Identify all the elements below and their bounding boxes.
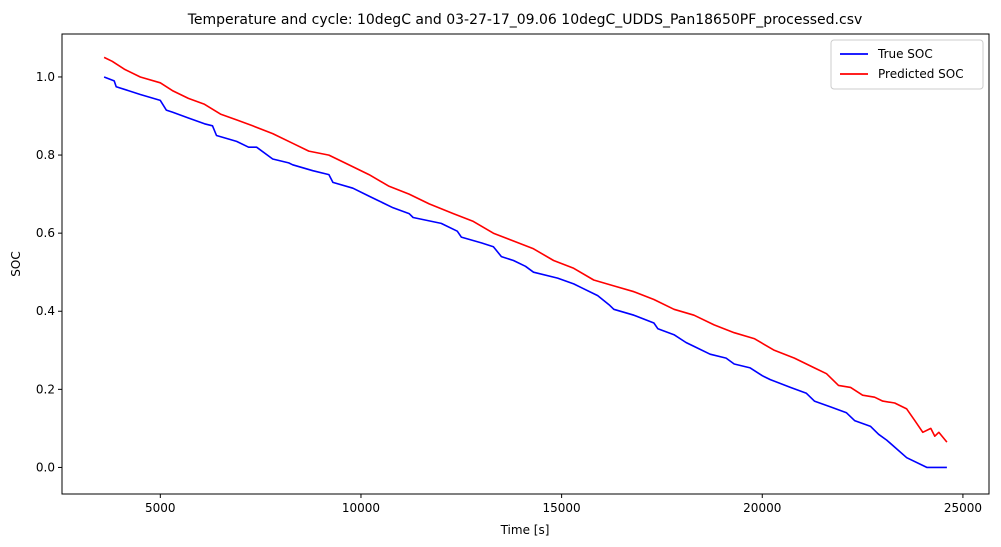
x-axis-ticks: 5000 10000 15000 20000 25000: [145, 494, 982, 515]
x-tick-label: 5000: [145, 501, 176, 515]
y-tick-label: 1.0: [36, 70, 55, 84]
chart-title: Temperature and cycle: 10degC and 03-27-…: [187, 12, 863, 28]
plot-lines: [103, 56, 948, 469]
y-tick-label: 0.6: [36, 226, 55, 240]
y-axis-label: SOC: [9, 251, 23, 276]
y-tick-label: 0.8: [36, 148, 55, 162]
x-tick-label: 20000: [743, 501, 781, 515]
legend-label: True SOC: [877, 47, 933, 61]
y-axis-ticks: 0.0 0.2 0.4 0.6 0.8 1.0: [36, 70, 62, 474]
series-line-predicted-soc: [103, 56, 948, 443]
legend-label: Predicted SOC: [878, 67, 964, 81]
plot-frame: [61, 33, 990, 495]
y-tick-label: 0.2: [36, 382, 55, 396]
x-axis-label: Time [s]: [500, 523, 550, 537]
x-tick-label: 25000: [944, 501, 982, 515]
x-tick-label: 10000: [342, 501, 380, 515]
legend-box: [830, 39, 984, 90]
y-tick-label: 0.0: [36, 460, 55, 474]
series-line-true-soc: [103, 76, 947, 469]
chart-legend: True SOC Predicted SOC: [830, 39, 984, 90]
x-tick-label: 15000: [543, 501, 581, 515]
y-tick-label: 0.4: [36, 304, 55, 318]
